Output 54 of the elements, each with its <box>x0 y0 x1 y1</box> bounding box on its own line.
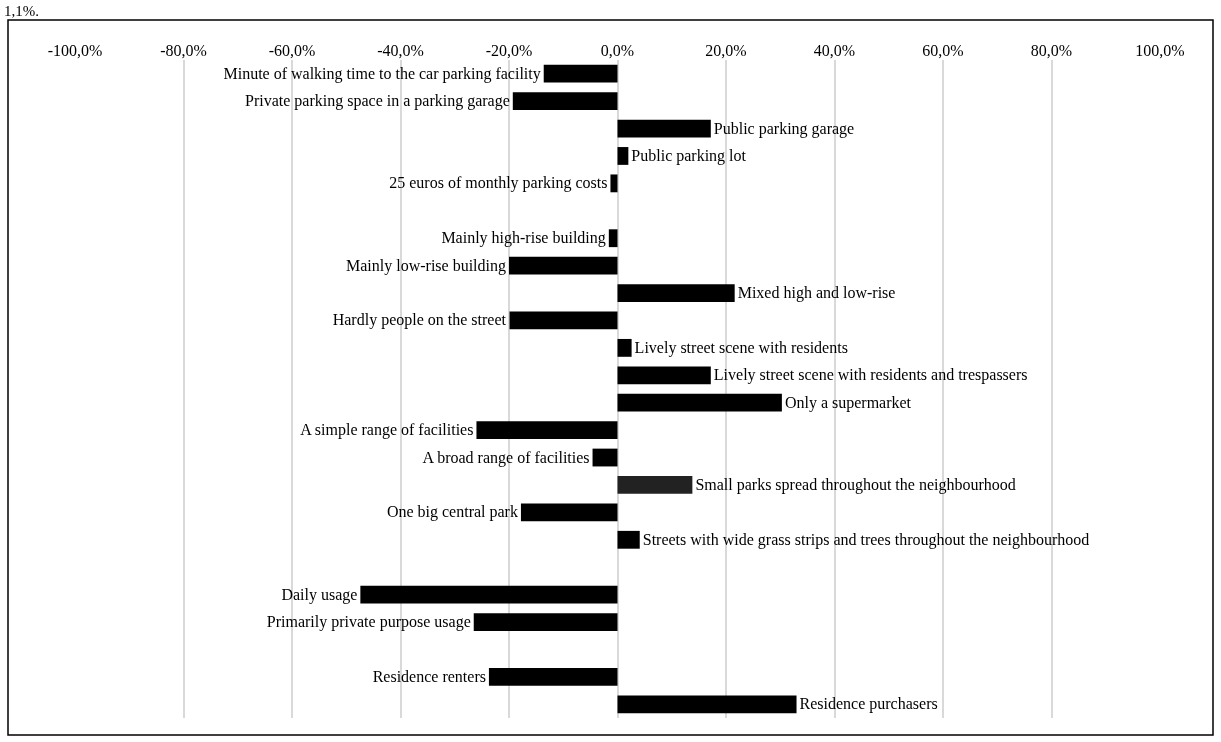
x-tick-label: -20,0% <box>485 41 533 59</box>
bar <box>617 530 640 549</box>
y-tick-label: Mainly high-rise building <box>441 229 606 248</box>
x-tick-label: 80,0% <box>1030 41 1073 59</box>
bar <box>520 503 618 522</box>
y-tick-label: Lively street scene with residents <box>634 338 848 357</box>
bar <box>543 64 618 83</box>
y-tick-label: Residence purchasers <box>799 695 938 714</box>
bar <box>360 585 618 604</box>
y-tick-label: Mixed high and low-rise <box>737 284 896 303</box>
bar <box>488 667 618 686</box>
bar <box>617 695 797 714</box>
y-tick-label: Residence renters <box>372 668 486 686</box>
y-tick-label: Primarily private purpose usage <box>266 613 471 632</box>
bar <box>608 229 618 248</box>
bar <box>473 613 618 631</box>
text: 1,1%. <box>4 3 39 19</box>
y-tick-label: A simple range of facilities <box>300 421 474 440</box>
bar <box>617 119 711 138</box>
x-tick-label: 100,0% <box>1135 41 1185 59</box>
y-tick-label: A broad range of facilities <box>422 448 590 467</box>
bar <box>509 256 618 275</box>
bar <box>476 421 618 440</box>
bar <box>617 147 629 165</box>
y-tick-label: One big central park <box>386 503 518 522</box>
y-tick-label: Minute of walking time to the car parking facility <box>223 64 541 83</box>
bar <box>617 284 735 302</box>
y-tick-label: Public parking garage <box>713 119 855 138</box>
x-tick-label: -80,0% <box>160 41 207 59</box>
x-tick-label: 60,0% <box>922 41 964 59</box>
bar <box>617 476 693 494</box>
y-tick-label: Daily usage <box>281 585 358 604</box>
bar <box>617 366 711 385</box>
y-tick-label: 25 euros of monthly parking costs <box>389 174 608 193</box>
bar <box>509 311 618 330</box>
x-tick-label: 20,0% <box>705 41 747 59</box>
y-tick-label: Lively street scene with residents and trespassers <box>713 366 1028 385</box>
y-tick-label: Hardly people on the street <box>332 311 507 330</box>
x-tick-label: -40,0% <box>377 41 424 59</box>
y-tick-label: Only a supermarket <box>784 393 912 412</box>
y-tick-label: Private parking space in a parking garage <box>245 92 510 111</box>
y-tick-label: Public parking lot <box>631 146 747 165</box>
y-tick-label: Streets with wide grass strips and trees throughout the neighbourhood <box>642 530 1090 549</box>
bar <box>617 393 782 412</box>
y-tick-label: Small parks spread throughout the neighbourhood <box>695 475 1016 494</box>
bar <box>617 338 632 357</box>
x-tick-label: 40,0% <box>813 41 856 59</box>
bar <box>610 174 618 193</box>
bar <box>512 92 618 111</box>
x-tick-label: -60,0% <box>268 41 316 59</box>
x-tick-label: -100,0% <box>47 41 103 59</box>
x-tick-label: 0,0% <box>600 41 635 59</box>
y-tick-label: Mainly low-rise building <box>346 256 506 275</box>
bar <box>592 448 618 467</box>
